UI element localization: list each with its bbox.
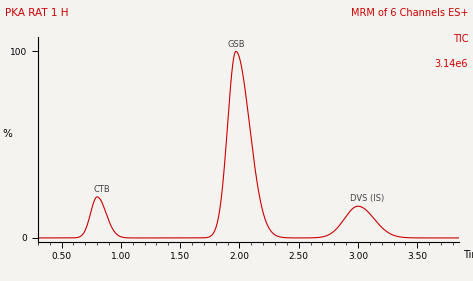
Text: MRM of 6 Channels ES+: MRM of 6 Channels ES+: [351, 8, 468, 19]
Text: PKA RAT 1 H: PKA RAT 1 H: [5, 8, 68, 19]
Text: Time: Time: [463, 250, 473, 260]
Text: DVS (IS): DVS (IS): [350, 194, 385, 203]
Text: 3.14e6: 3.14e6: [435, 59, 468, 69]
Text: CTB: CTB: [94, 185, 110, 194]
Text: TIC: TIC: [453, 34, 468, 44]
Text: GSB: GSB: [227, 40, 245, 49]
Y-axis label: %: %: [2, 129, 12, 139]
